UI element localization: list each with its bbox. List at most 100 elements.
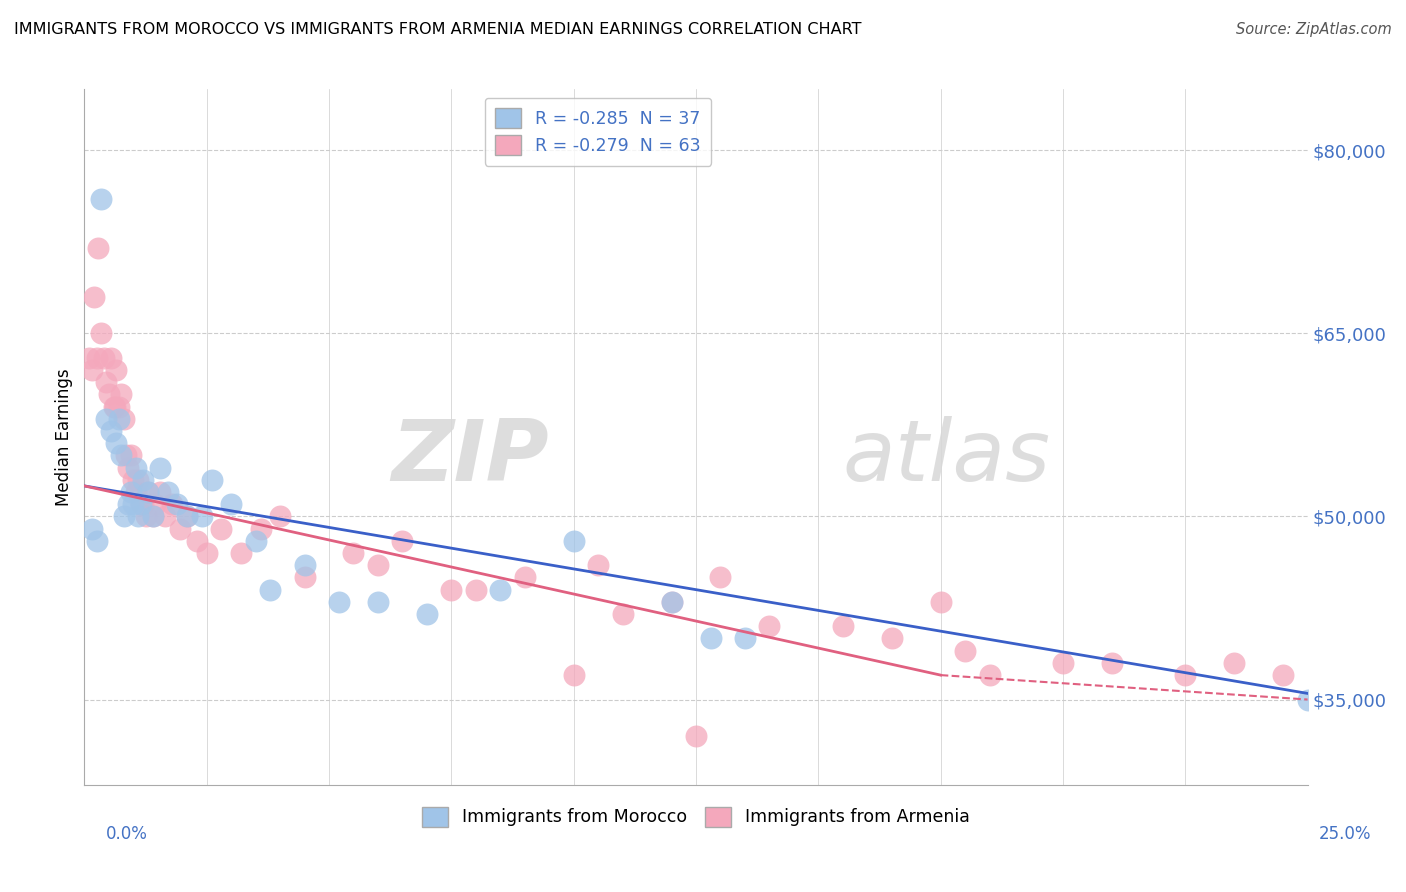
Point <box>104 400 127 414</box>
Point <box>87 241 110 255</box>
Legend: Immigrants from Morocco, Immigrants from Armenia: Immigrants from Morocco, Immigrants from… <box>413 798 979 836</box>
Point <box>125 460 148 475</box>
Point <box>612 607 634 621</box>
Point <box>115 449 138 463</box>
Point <box>105 363 128 377</box>
Point <box>96 411 118 425</box>
Text: 0.0%: 0.0% <box>105 825 148 843</box>
Point <box>1174 668 1197 682</box>
Point <box>1296 692 1319 706</box>
Point <box>77 351 100 365</box>
Point <box>112 411 135 425</box>
Point <box>112 509 135 524</box>
Point <box>562 668 585 682</box>
Point <box>117 460 139 475</box>
Point <box>464 582 486 597</box>
Point <box>90 192 112 206</box>
Point <box>142 509 165 524</box>
Point <box>586 558 609 573</box>
Point <box>166 497 188 511</box>
Point <box>880 632 903 646</box>
Point <box>176 509 198 524</box>
Point <box>953 643 976 657</box>
Point <box>122 497 145 511</box>
Point <box>269 509 291 524</box>
Point <box>186 533 208 548</box>
Text: ZIP: ZIP <box>391 417 550 500</box>
Point <box>661 595 683 609</box>
Text: Source: ZipAtlas.com: Source: ZipAtlas.com <box>1236 22 1392 37</box>
Point <box>169 522 191 536</box>
Point <box>709 570 731 584</box>
Point <box>97 387 120 401</box>
Point <box>142 509 165 524</box>
Point <box>143 497 166 511</box>
Point <box>699 632 721 646</box>
Point <box>176 509 198 524</box>
Point <box>391 533 413 548</box>
Point <box>149 460 172 475</box>
Point <box>489 582 512 597</box>
Point <box>294 570 316 584</box>
Point <box>110 387 132 401</box>
Point <box>107 411 129 425</box>
Point <box>734 632 756 646</box>
Point <box>1223 656 1246 670</box>
Point <box>122 473 145 487</box>
Point <box>162 497 184 511</box>
Point <box>83 290 105 304</box>
Point <box>758 619 780 633</box>
Point <box>120 449 142 463</box>
Point <box>149 485 172 500</box>
Point <box>219 497 242 511</box>
Point <box>979 668 1001 682</box>
Point <box>107 400 129 414</box>
Text: atlas: atlas <box>842 417 1050 500</box>
Point <box>191 509 214 524</box>
Point <box>1052 656 1074 670</box>
Point <box>831 619 853 633</box>
Y-axis label: Median Earnings: Median Earnings <box>55 368 73 506</box>
Point <box>929 595 952 609</box>
Point <box>135 509 157 524</box>
Point <box>156 485 179 500</box>
Point <box>96 375 118 389</box>
Point <box>136 485 159 500</box>
Point <box>294 558 316 573</box>
Point <box>132 497 155 511</box>
Point <box>90 326 112 341</box>
Point <box>562 533 585 548</box>
Text: 25.0%: 25.0% <box>1319 825 1371 843</box>
Point <box>127 509 149 524</box>
Point <box>132 473 155 487</box>
Point <box>80 522 103 536</box>
Point <box>245 533 267 548</box>
Point <box>200 473 222 487</box>
Point <box>1272 668 1295 682</box>
Point <box>86 533 108 548</box>
Point <box>129 497 152 511</box>
Point <box>195 546 218 560</box>
Point <box>110 449 132 463</box>
Point <box>103 400 125 414</box>
Point <box>685 729 707 743</box>
Point <box>117 497 139 511</box>
Point <box>125 485 148 500</box>
Point <box>127 473 149 487</box>
Point <box>120 485 142 500</box>
Point <box>328 595 350 609</box>
Point <box>229 546 252 560</box>
Point <box>209 522 232 536</box>
Point <box>93 351 115 365</box>
Point <box>100 351 122 365</box>
Point <box>367 595 389 609</box>
Point <box>136 485 159 500</box>
Point <box>661 595 683 609</box>
Point <box>259 582 281 597</box>
Point <box>416 607 439 621</box>
Point <box>80 363 103 377</box>
Text: IMMIGRANTS FROM MOROCCO VS IMMIGRANTS FROM ARMENIA MEDIAN EARNINGS CORRELATION C: IMMIGRANTS FROM MOROCCO VS IMMIGRANTS FR… <box>14 22 862 37</box>
Point <box>105 436 128 450</box>
Point <box>153 509 176 524</box>
Point <box>440 582 463 597</box>
